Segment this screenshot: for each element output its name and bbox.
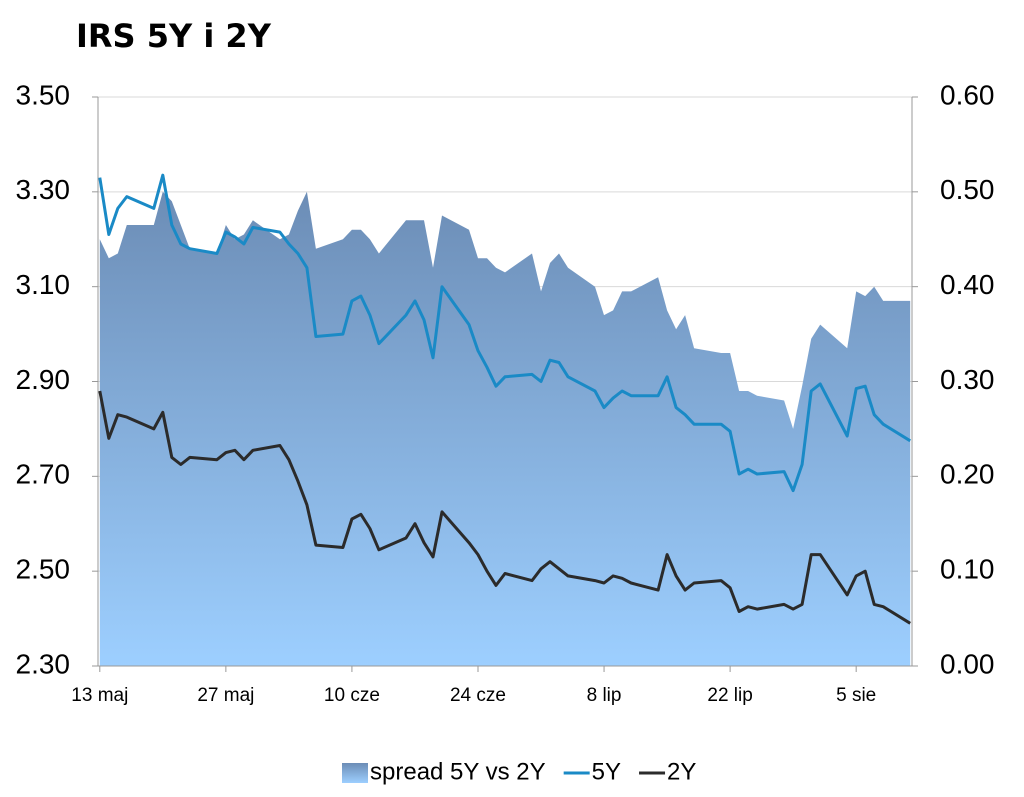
area	[99, 191, 911, 667]
y-tick-label: 2.70	[16, 459, 71, 490]
x-tick-label: 13 maj	[71, 685, 128, 706]
y2-tick-label: 0.00	[940, 648, 995, 679]
y-tick-label: 3.50	[16, 79, 71, 110]
x-tick-label: 5 sie	[836, 685, 876, 706]
x-tick-label: 8 lip	[587, 685, 622, 706]
x-tick-label: 27 maj	[197, 685, 254, 706]
legend-label: 5Y	[592, 758, 621, 785]
line	[98, 173, 911, 493]
chart-title: IRS 5Y i 2Y	[76, 17, 272, 55]
y2-tick-label: 0.20	[940, 459, 995, 490]
y2-tick-label: 0.50	[940, 174, 995, 205]
y-tick-label: 2.30	[16, 648, 71, 679]
legend-swatch	[342, 763, 368, 783]
y2-tick-label: 0.10	[940, 554, 995, 585]
y-tick-label: 2.90	[16, 364, 71, 395]
y-tick-label: 3.30	[16, 174, 71, 205]
y-tick-label: 2.50	[16, 554, 71, 585]
x-tick-label: 24 cze	[450, 685, 506, 706]
legend-label: spread 5Y vs 2Y	[370, 758, 546, 785]
y-tick-label: 3.10	[16, 269, 71, 300]
legend-label: 2Y	[667, 758, 696, 785]
line	[98, 390, 911, 625]
y2-tick-label: 0.60	[940, 79, 995, 110]
y2-tick-label: 0.30	[940, 364, 995, 395]
x-tick-label: 22 lip	[707, 685, 752, 706]
x-tick-label: 10 cze	[324, 685, 380, 706]
y2-tick-label: 0.40	[940, 269, 995, 300]
